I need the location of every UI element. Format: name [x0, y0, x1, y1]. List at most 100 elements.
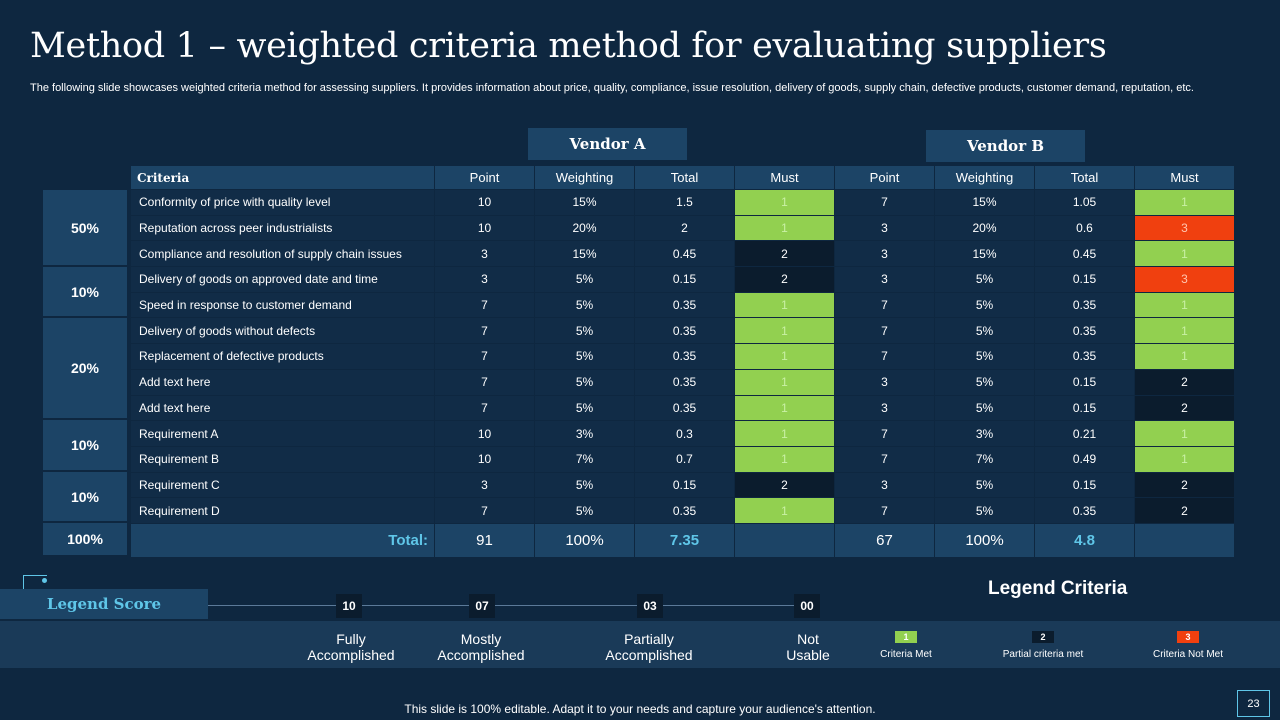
table-row: Conformity of price with quality level 10… [130, 189, 1235, 216]
score-value-mostly: 07 [469, 594, 495, 618]
col-b-weighting: Weighting [934, 165, 1035, 190]
cell-a-must: 2 [734, 266, 835, 293]
partial-criteria-label: Partial criteria met [1002, 649, 1084, 660]
cell-a-must: 1 [734, 368, 835, 396]
cell-a-must: 1 [734, 445, 835, 473]
vendor-b-header: Vendor B [926, 130, 1085, 162]
cell-a-total: 0.45 [634, 240, 735, 268]
weight-group-total: 100% [42, 522, 128, 556]
weight-group-20: 20% [42, 317, 128, 419]
table-row: Requirement C 3 5% 0.15 2 3 5% 0.15 2 [130, 471, 1235, 499]
cell-a-point: 7 [434, 394, 535, 422]
score-label-fully-line2: Accomplished [307, 647, 395, 663]
table-row: Add text here 7 5% 0.35 1 3 5% 0.15 2 [130, 394, 1235, 422]
score-label-not-usable-line1: Not [797, 631, 819, 647]
cell-b-total: 0.49 [1034, 445, 1135, 473]
cell-b-weighting: 15% [934, 240, 1035, 268]
cell-a-weighting: 5% [534, 317, 635, 345]
table-row: Reputation across peer industrialists 10 2… [130, 214, 1235, 242]
criteria-table: Criteria Point Weighting Total Must Poin… [130, 165, 1235, 558]
cell-b-weighting: 5% [934, 317, 1035, 345]
total-label: Total: [130, 522, 435, 558]
cell-a-must: 1 [734, 394, 835, 422]
b-must-total [1134, 522, 1235, 558]
cell-b-total: 0.35 [1034, 317, 1135, 345]
footer-note: This slide is 100% editable. Adapt it to… [404, 702, 876, 716]
cell-a-point: 3 [434, 240, 535, 268]
cell-a-point: 10 [434, 214, 535, 242]
weight-group-10b: 10% [42, 419, 128, 471]
table-row: Delivery of goods without defects 7 5% 0.35… [130, 317, 1235, 345]
cell-b-point: 3 [834, 266, 935, 293]
cell-a-point: 10 [434, 445, 535, 473]
cell-b-weighting: 5% [934, 394, 1035, 422]
col-a-must: Must [734, 165, 835, 190]
cell-a-must: 1 [734, 291, 835, 319]
cell-a-total: 0.35 [634, 291, 735, 319]
table-row: Requirement D 7 5% 0.35 1 7 5% 0.35 2 [130, 497, 1235, 524]
criteria-not-met-chip: 3 [1177, 631, 1199, 643]
cell-b-point: 3 [834, 471, 935, 499]
b-score-total: 4.8 [1034, 522, 1135, 558]
cell-criteria: Delivery of goods on approved date and t… [130, 266, 435, 293]
cell-a-must: 1 [734, 420, 835, 447]
corner-bracket-decoration [23, 575, 47, 589]
table-row: Delivery of goods on approved date and t… [130, 266, 1235, 293]
score-label-fully: Fully Accomplished [307, 631, 394, 663]
score-label-not-usable: Not Usable [786, 631, 830, 663]
cell-a-weighting: 5% [534, 471, 635, 499]
cell-a-total: 0.35 [634, 394, 735, 422]
table-row: Speed in response to customer demand 7 5% 0… [130, 291, 1235, 319]
table-row: Add text here 7 5% 0.35 1 3 5% 0.15 2 [130, 368, 1235, 396]
col-criteria: Criteria [130, 165, 435, 190]
cell-a-weighting: 3% [534, 420, 635, 447]
score-label-partially-line1: Partially [624, 631, 674, 647]
cell-b-total: 0.45 [1034, 240, 1135, 268]
b-weighting-total: 100% [934, 522, 1035, 558]
cell-a-weighting: 5% [534, 394, 635, 422]
a-score-total: 7.35 [634, 522, 735, 558]
score-value-not-usable: 00 [794, 594, 820, 618]
cell-a-weighting: 5% [534, 497, 635, 524]
a-points-total: 91 [434, 522, 535, 558]
col-a-point: Point [434, 165, 535, 190]
table-row: Replacement of defective products 7 5% 0.35… [130, 343, 1235, 370]
col-b-total: Total [1034, 165, 1135, 190]
cell-b-weighting: 7% [934, 445, 1035, 473]
totals-row: Total: 91 100% 7.35 67 100% 4.8 [130, 522, 1235, 558]
cell-b-total: 0.35 [1034, 497, 1135, 524]
cell-b-point: 7 [834, 189, 935, 216]
a-weighting-total: 100% [534, 522, 635, 558]
cell-b-must: 1 [1134, 420, 1235, 447]
cell-b-must: 1 [1134, 317, 1235, 345]
col-a-total: Total [634, 165, 735, 190]
cell-criteria: Requirement A [130, 420, 435, 447]
cell-b-total: 0.21 [1034, 420, 1135, 447]
cell-a-weighting: 20% [534, 214, 635, 242]
score-label-mostly: Mostly Accomplished [437, 631, 524, 663]
cell-a-must: 1 [734, 189, 835, 216]
legend-score-title: Legend Score [0, 589, 208, 619]
criteria-met-chip: 1 [895, 631, 917, 643]
cell-b-must: 2 [1134, 368, 1235, 396]
cell-b-must: 1 [1134, 343, 1235, 370]
cell-a-point: 10 [434, 189, 535, 216]
cell-b-total: 0.6 [1034, 214, 1135, 242]
cell-b-weighting: 5% [934, 266, 1035, 293]
cell-b-point: 7 [834, 291, 935, 319]
score-label-not-usable-line2: Usable [786, 647, 830, 663]
cell-a-total: 0.15 [634, 471, 735, 499]
cell-criteria: Delivery of goods without defects [130, 317, 435, 345]
cell-b-total: 0.15 [1034, 394, 1135, 422]
cell-b-must: 1 [1134, 189, 1235, 216]
criteria-met-label: Criteria Met [880, 649, 932, 660]
cell-b-point: 3 [834, 368, 935, 396]
cell-criteria: Add text here [130, 394, 435, 422]
cell-a-point: 3 [434, 471, 535, 499]
cell-b-must: 3 [1134, 266, 1235, 293]
cell-criteria: Requirement C [130, 471, 435, 499]
b-points-total: 67 [834, 522, 935, 558]
cell-b-weighting: 20% [934, 214, 1035, 242]
cell-a-total: 0.35 [634, 497, 735, 524]
cell-a-must: 1 [734, 343, 835, 370]
